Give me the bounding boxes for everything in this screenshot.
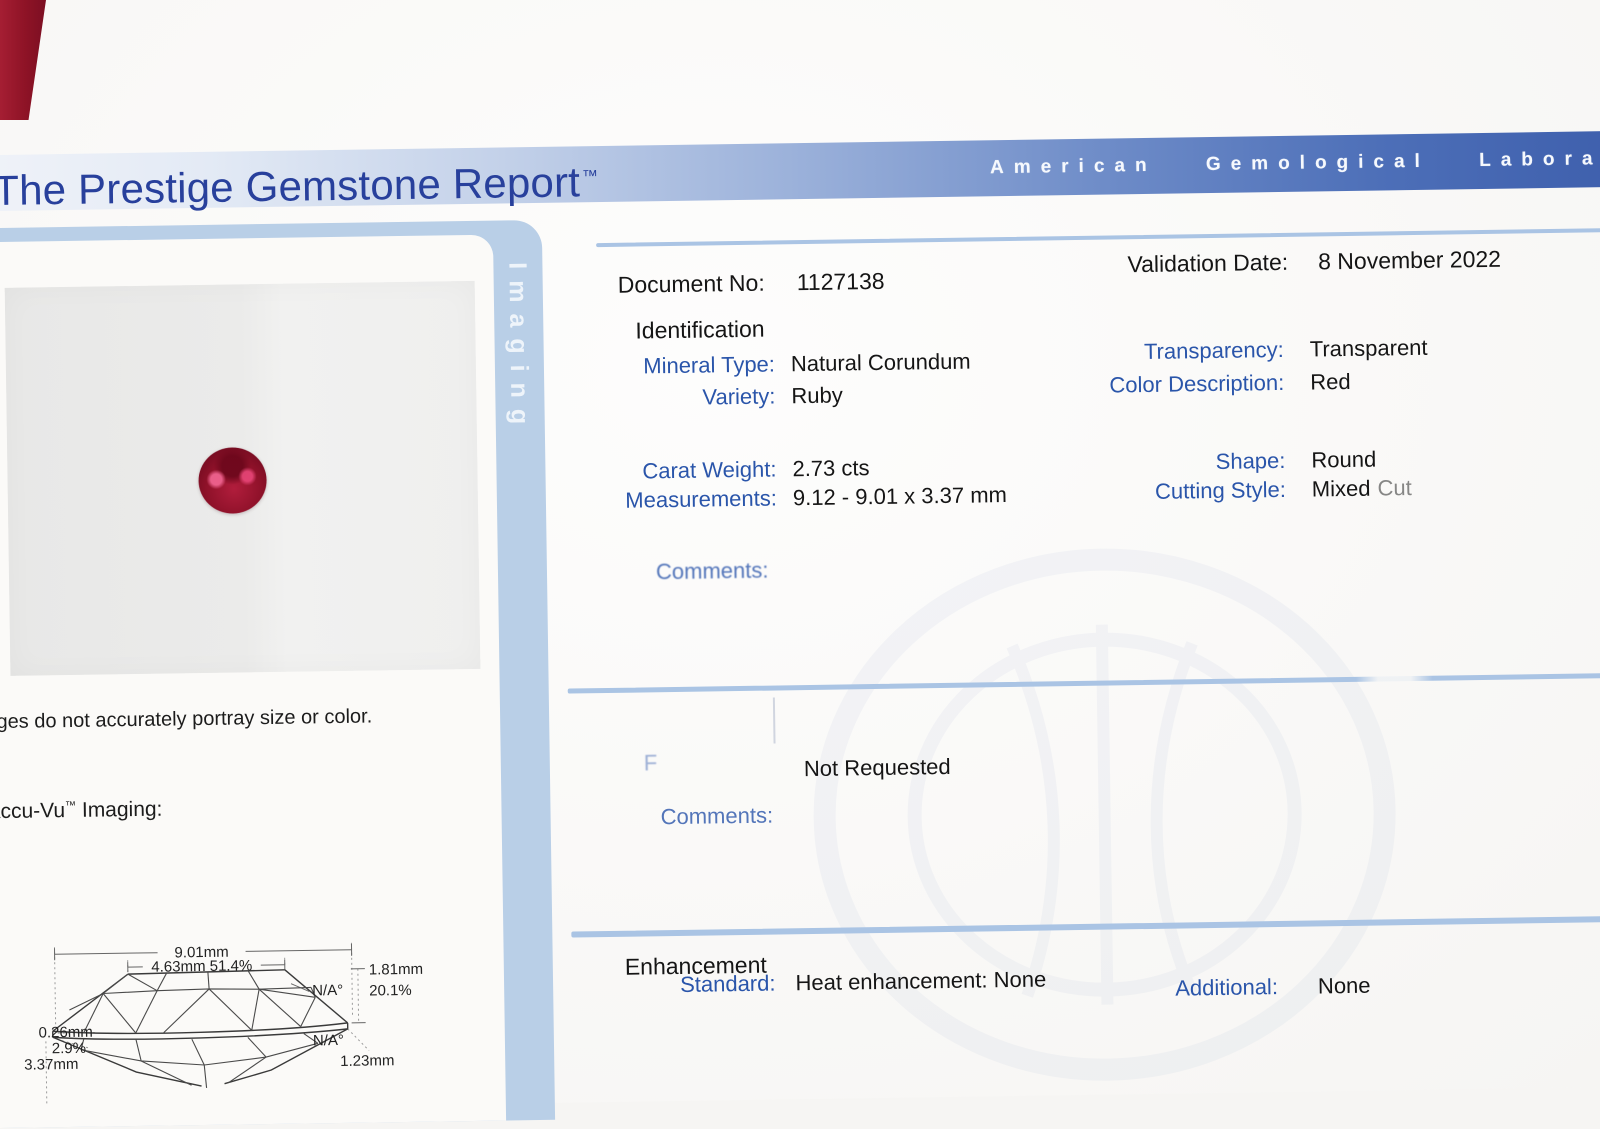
carat-weight-value: 2.73 cts	[792, 455, 869, 482]
document-no-row: Document No: 1127138	[618, 268, 885, 299]
transparency-label: Transparency:	[938, 337, 1284, 368]
faded-section-label: F	[644, 750, 658, 776]
ruby-gem-image	[198, 447, 267, 514]
imaging-panel-label: Imaging	[502, 262, 534, 435]
accu-vu-suffix: Imaging:	[76, 798, 163, 822]
comments-label-middle: Comments:	[660, 803, 773, 831]
color-description-label: Color Description:	[938, 370, 1284, 401]
color-description-row: Color Description: Red	[938, 369, 1351, 401]
mineral-type-label: Mineral Type:	[598, 351, 775, 380]
accu-vu-name: Accu-Vu	[0, 799, 65, 823]
document-no-value: 1127138	[797, 268, 885, 296]
identification-heading: Identification	[635, 316, 765, 345]
measurements-label: Measurements:	[600, 485, 777, 514]
enhancement-standard-row: Standard: Heat enhancement: None	[680, 967, 1046, 998]
comments-label-identification: Comments:	[656, 558, 769, 586]
transparency-value: Transparent	[1310, 335, 1428, 363]
cutting-style-label: Cutting Style:	[940, 477, 1286, 508]
validation-date-value: 8 November 2022	[1318, 246, 1501, 276]
cutting-style-value: Mixed	[1312, 476, 1371, 503]
pavilion-lower-mm-label: 1.23mm	[340, 1052, 394, 1070]
additional-value: None	[1318, 973, 1371, 1000]
transparency-row: Transparency: Transparent	[938, 335, 1428, 368]
pavilion-angle-label: N/A°	[313, 1032, 344, 1049]
cutting-style-value-faded: Cut	[1377, 475, 1412, 502]
dim-table-width-label: 4.63mm 51.4%	[151, 957, 252, 975]
crown-height-mm-label: 1.81mm	[369, 961, 423, 979]
depth-mm-label: 3.37mm	[24, 1056, 78, 1074]
color-description-value: Red	[1310, 369, 1351, 396]
watermark	[800, 520, 1428, 1089]
shape-label: Shape:	[939, 448, 1285, 479]
trademark-symbol: ™	[582, 168, 598, 185]
gem-profile-diagram: 9.01mm 4.63mm 51.4% N/A° 1.81mm 20.1% 0.…	[0, 891, 467, 1111]
mineral-type-row: Mineral Type: Natural Corundum	[598, 349, 971, 381]
enhancement-additional-row: Additional: None	[1175, 973, 1371, 1002]
report-title-text: The Prestige Gemstone Report	[0, 158, 580, 214]
girdle-pct-label: 2.9%	[52, 1040, 86, 1058]
accu-vu-imaging-label: Accu-Vu™ Imaging:	[0, 798, 163, 825]
additional-label: Additional:	[1175, 974, 1278, 1002]
shape-row: Shape: Round	[939, 447, 1376, 479]
carat-weight-label: Carat Weight:	[599, 456, 776, 485]
standard-label: Standard:	[680, 971, 776, 998]
shape-value: Round	[1311, 447, 1376, 474]
crown-angle-label: N/A°	[312, 982, 343, 999]
carat-weight-row: Carat Weight: 2.73 cts	[599, 455, 869, 485]
document-no-label: Document No:	[618, 270, 765, 299]
standard-value: Heat enhancement: None	[795, 967, 1046, 997]
not-requested-value: Not Requested	[804, 754, 951, 782]
gem-photo	[5, 281, 481, 676]
paper-crease	[773, 698, 775, 744]
validation-date-row: Validation Date: 8 November 2022	[1127, 246, 1501, 279]
variety-row: Variety: Ruby	[598, 382, 843, 412]
report-title: The Prestige Gemstone Report™	[0, 158, 599, 215]
section-rule-top	[596, 227, 1600, 247]
cutting-style-row: Cutting Style: Mixed Cut	[940, 475, 1412, 508]
lab-name-banner: American Gemological Laboratories	[990, 130, 1600, 197]
crown-height-pct-label: 20.1%	[369, 982, 412, 1000]
validation-date-label: Validation Date:	[1127, 249, 1288, 278]
variety-label: Variety:	[598, 383, 775, 412]
accu-vu-trademark: ™	[65, 800, 76, 812]
variety-value: Ruby	[791, 382, 843, 409]
